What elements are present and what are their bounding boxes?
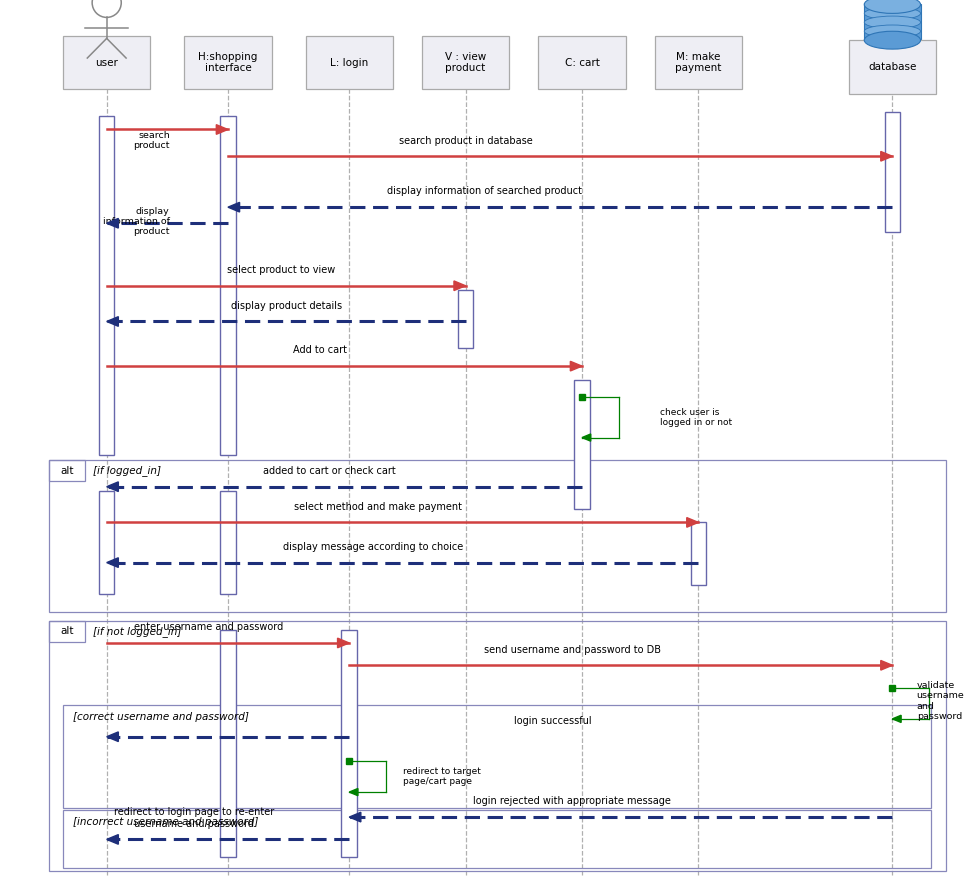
Polygon shape: [880, 152, 891, 161]
Ellipse shape: [863, 25, 920, 38]
Text: [incorrect username and password]: [incorrect username and password]: [73, 816, 258, 827]
Polygon shape: [686, 518, 698, 527]
Text: added to cart or check cart: added to cart or check cart: [264, 466, 395, 476]
FancyBboxPatch shape: [422, 36, 509, 89]
Ellipse shape: [863, 16, 920, 29]
Bar: [690, 522, 705, 585]
Text: C: cart: C: cart: [564, 57, 599, 68]
FancyBboxPatch shape: [538, 36, 625, 89]
Polygon shape: [581, 434, 590, 441]
FancyBboxPatch shape: [184, 36, 271, 89]
Text: M: make
payment: M: make payment: [674, 52, 721, 73]
Polygon shape: [107, 219, 118, 228]
Bar: [48, 621, 945, 871]
Text: validate
username
and
password: validate username and password: [916, 680, 963, 722]
Polygon shape: [228, 203, 239, 212]
FancyBboxPatch shape: [848, 40, 935, 94]
Ellipse shape: [863, 31, 920, 49]
Text: redirect to login page to re-enter
username and password: redirect to login page to re-enter usern…: [113, 807, 274, 829]
Polygon shape: [570, 362, 581, 371]
FancyBboxPatch shape: [305, 36, 392, 89]
Text: send username and password to DB: send username and password to DB: [484, 645, 660, 655]
Text: search product in database: search product in database: [398, 136, 532, 146]
Text: L: login: L: login: [329, 57, 368, 68]
Polygon shape: [337, 638, 349, 647]
Text: [if logged_in]: [if logged_in]: [93, 465, 161, 476]
Text: [if not logged_in]: [if not logged_in]: [93, 626, 181, 637]
Polygon shape: [107, 732, 118, 741]
Bar: [63, 705, 930, 808]
Bar: [48, 460, 945, 612]
Polygon shape: [107, 482, 118, 491]
Polygon shape: [349, 789, 358, 796]
Text: check user is
logged in or not: check user is logged in or not: [659, 408, 731, 427]
Polygon shape: [880, 661, 891, 670]
Bar: [99, 116, 114, 455]
Text: search
product: search product: [133, 130, 170, 150]
Bar: [220, 491, 235, 594]
Text: redirect to target
page/cart page: redirect to target page/cart page: [402, 767, 480, 786]
Bar: [341, 630, 357, 857]
Text: alt: alt: [60, 626, 74, 637]
Text: login successful: login successful: [514, 716, 591, 726]
Bar: [220, 116, 235, 455]
Bar: [99, 491, 114, 594]
Text: display message according to choice: display message according to choice: [283, 542, 463, 552]
Polygon shape: [349, 813, 360, 822]
Polygon shape: [453, 281, 465, 290]
Text: display
information of
product: display information of product: [103, 206, 170, 237]
Bar: [457, 290, 473, 348]
Text: database: database: [867, 62, 916, 72]
Bar: [574, 380, 589, 509]
Text: Add to cart: Add to cart: [293, 346, 347, 355]
Text: select product to view: select product to view: [227, 265, 335, 275]
Bar: [48, 460, 85, 481]
Polygon shape: [107, 558, 118, 567]
Text: select method and make payment: select method and make payment: [294, 502, 462, 512]
Polygon shape: [891, 715, 900, 722]
Bar: [220, 630, 235, 857]
Bar: [863, 4, 920, 40]
Bar: [884, 112, 899, 232]
Text: display information of searched product: display information of searched product: [387, 187, 582, 196]
Text: V : view
product: V : view product: [445, 52, 485, 73]
Text: H:shopping
interface: H:shopping interface: [198, 52, 258, 73]
Polygon shape: [216, 125, 228, 134]
Bar: [63, 810, 930, 868]
Ellipse shape: [863, 7, 920, 20]
Bar: [48, 621, 85, 642]
Polygon shape: [107, 317, 118, 326]
FancyBboxPatch shape: [63, 36, 150, 89]
Text: alt: alt: [60, 465, 74, 476]
Text: login rejected with appropriate message: login rejected with appropriate message: [473, 797, 671, 806]
FancyBboxPatch shape: [654, 36, 741, 89]
Text: display product details: display product details: [231, 301, 341, 311]
Ellipse shape: [863, 0, 920, 13]
Text: [correct username and password]: [correct username and password]: [73, 712, 248, 722]
Polygon shape: [107, 835, 118, 844]
Text: user: user: [95, 57, 118, 68]
Text: enter username and password: enter username and password: [134, 622, 283, 632]
